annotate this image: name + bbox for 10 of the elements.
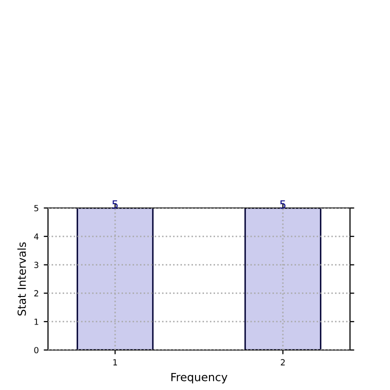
data-label: 5: [280, 200, 286, 209]
y-axis-title: Stat Intervals: [17, 242, 26, 316]
y-tick-label: 5: [34, 205, 38, 212]
data-label: 5: [112, 200, 118, 209]
y-tick-label: 3: [34, 262, 38, 268]
x-axis-title: Frequency: [171, 372, 228, 384]
y-tick-label: 2: [34, 290, 38, 296]
y-tick-label: 0: [34, 346, 38, 354]
y-tick-label: 4: [34, 233, 39, 240]
y-tick-label: 1: [34, 318, 38, 325]
